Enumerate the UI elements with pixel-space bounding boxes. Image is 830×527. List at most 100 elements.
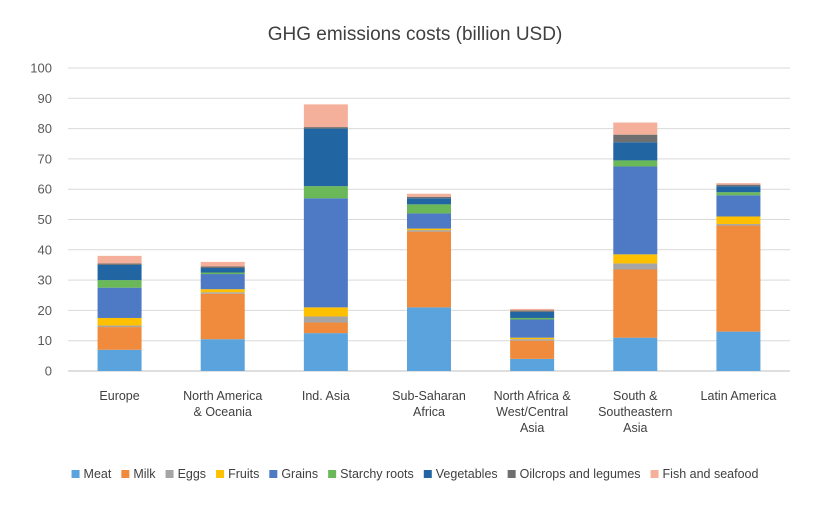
legend-label: Grains	[281, 467, 318, 481]
y-tick-label: 80	[38, 121, 52, 136]
y-tick-label: 30	[38, 273, 52, 288]
x-category-label: Sub-Saharan Africa	[392, 389, 466, 419]
bar-segment	[97, 255, 142, 264]
legend-label: Milk	[133, 467, 156, 481]
x-category-label: North Africa & West/Central Asia	[494, 389, 572, 435]
bar-segment	[613, 337, 658, 371]
bars	[97, 104, 761, 371]
bar-segment	[303, 198, 348, 308]
bar-segment	[716, 186, 761, 193]
bar-segment	[613, 160, 658, 167]
legend-swatch	[423, 470, 432, 478]
legend-label: Vegetables	[436, 467, 498, 481]
y-tick-label: 50	[38, 212, 52, 227]
bar-segment	[407, 204, 451, 214]
bar-segment	[716, 216, 761, 225]
bar-segment	[97, 263, 142, 265]
bar-segment	[613, 166, 658, 255]
bar-segment	[97, 327, 142, 350]
legend: Meat Milk Eggs Fruits Grains Starchy roots Veg…	[71, 467, 758, 481]
bar-segment	[407, 196, 451, 199]
bar-segment	[303, 333, 348, 371]
y-tick-label: 10	[38, 333, 52, 348]
bar-segment	[407, 230, 451, 232]
x-category-label: North America & Oceania	[183, 389, 262, 419]
bar-segment	[97, 349, 142, 371]
bar-segment	[716, 192, 761, 196]
bar-segment	[200, 289, 245, 293]
bar-segment	[716, 225, 761, 332]
legend-swatch	[216, 470, 225, 478]
bar-segment	[200, 274, 245, 290]
legend-swatch	[507, 470, 516, 478]
bar-segment	[200, 292, 245, 294]
legend-label: Meat	[84, 467, 112, 481]
legend-swatch	[650, 470, 659, 478]
y-tick-label: 60	[38, 182, 52, 197]
bar-segment	[407, 193, 451, 197]
legend-swatch	[269, 470, 278, 478]
bar-segment	[303, 186, 348, 199]
bar-segment	[303, 104, 348, 128]
bar-segment	[303, 322, 348, 334]
x-category-label: South & Southeastern Asia	[598, 389, 672, 435]
bar-segment	[510, 319, 555, 338]
bar-segment	[200, 293, 245, 340]
bar-segment	[303, 316, 348, 323]
legend-swatch	[71, 470, 80, 478]
bar-segment	[97, 280, 142, 288]
legend-swatch	[121, 470, 130, 478]
bar-segment	[510, 340, 555, 359]
y-tick-label: 40	[38, 242, 52, 257]
bar-segment	[200, 339, 245, 371]
bar-segment	[613, 142, 658, 161]
bar-segment	[200, 261, 245, 267]
legend-label: Oilcrops and legumes	[520, 467, 641, 481]
chart-title: GHG emissions costs (billion USD)	[268, 24, 563, 45]
x-category-label: Ind. Asia	[302, 389, 350, 403]
legend-swatch	[328, 470, 337, 478]
y-tick-label: 20	[38, 303, 52, 318]
bar-segment	[716, 331, 761, 371]
bar-segment	[200, 266, 245, 268]
bar-segment	[200, 267, 245, 273]
bar-segment	[200, 272, 245, 275]
legend-label: Starchy roots	[340, 467, 414, 481]
y-tick-label: 0	[45, 364, 52, 379]
bar-segment	[510, 310, 555, 312]
y-tick-label: 100	[30, 61, 52, 76]
y-tick-label: 70	[38, 151, 52, 166]
bar-segment	[510, 311, 555, 318]
bar-segment	[407, 213, 451, 229]
bar-segment	[510, 308, 555, 311]
x-category-label: Latin America	[701, 389, 777, 403]
bar-segment	[510, 317, 555, 320]
bar-segment	[97, 317, 142, 326]
bar-segment	[510, 358, 555, 371]
legend-label: Fruits	[228, 467, 259, 481]
bar-segment	[613, 134, 658, 143]
bar-segment	[407, 228, 451, 231]
bar-segment	[613, 254, 658, 264]
bar-segment	[303, 127, 348, 129]
bar-segment	[407, 307, 451, 371]
bar-segment	[716, 183, 761, 185]
bar-segment	[407, 231, 451, 308]
bar-segment	[510, 339, 555, 341]
x-axis-categories: Europe North America & Oceania Ind. Asia Sub…	[99, 389, 776, 435]
legend-label: Eggs	[178, 467, 207, 481]
legend-swatch	[165, 470, 174, 478]
bar-segment	[407, 198, 451, 205]
y-axis-ticks: 0 10 20 30 40 50 60 70 80 90 100	[30, 61, 52, 379]
bar-segment	[97, 287, 142, 318]
bar-segment	[303, 307, 348, 317]
bar-segment	[716, 184, 761, 187]
y-tick-label: 90	[38, 91, 52, 106]
bar-segment	[510, 337, 555, 340]
bar-segment	[303, 128, 348, 187]
bar-segment	[613, 263, 658, 270]
bar-segment	[97, 264, 142, 281]
bar-segment	[613, 122, 658, 135]
bar-segment	[716, 224, 761, 226]
